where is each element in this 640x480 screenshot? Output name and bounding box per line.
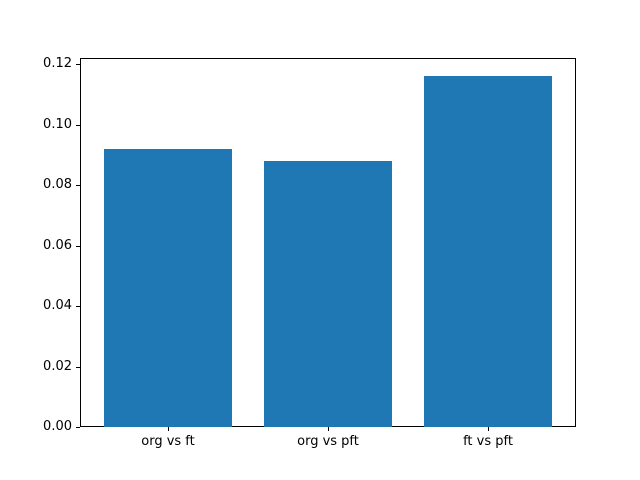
x-tick-label: org vs pft [297,434,359,449]
y-tick-mark [76,185,80,187]
y-tick-label: 0.12 [43,56,72,72]
x-tick-label: org vs ft [141,434,195,449]
y-tick-mark [76,427,80,428]
x-tick-mark [168,427,169,431]
x-tick-mark [328,427,329,431]
y-tick-label: 0.08 [43,177,72,193]
bar-org-vs-ft [104,148,232,427]
x-tick-mark [488,427,489,431]
y-tick-label: 0.00 [43,419,72,434]
bar-ft-vs-pft [424,76,552,427]
y-tick-mark [76,366,80,368]
y-tick-label: 0.04 [43,298,72,314]
y-tick-label: 0.06 [43,237,72,253]
y-tick-mark [76,64,80,66]
y-tick-label: 0.10 [43,116,72,132]
y-tick-mark [76,245,80,247]
x-tick-label: ft vs pft [463,434,513,449]
y-tick-mark [76,124,80,126]
y-tick-mark [76,306,80,308]
y-tick-label: 0.02 [43,358,72,374]
bar-org-vs-pft [264,160,392,427]
